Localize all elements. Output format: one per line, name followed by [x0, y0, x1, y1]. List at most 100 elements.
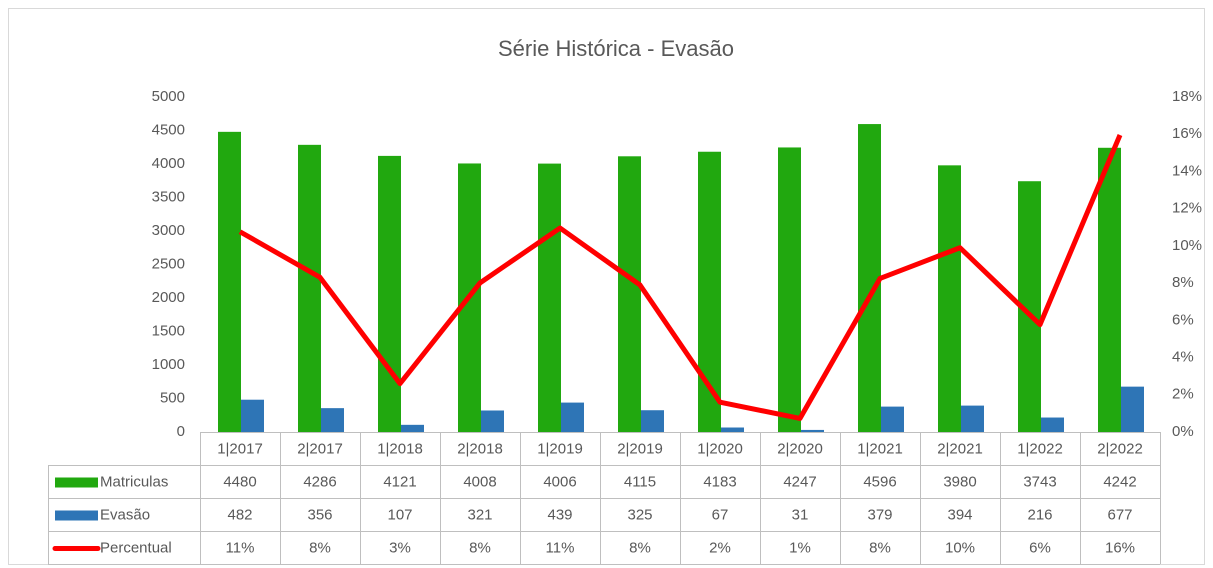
table-cell: 11% — [546, 539, 575, 556]
table-cell: 3% — [389, 539, 411, 556]
y-tick-label: 500 — [160, 389, 185, 406]
table-cell: 8% — [309, 539, 331, 556]
y2-tick-label: 16% — [1172, 125, 1202, 142]
x-tick-label: 1|2020 — [697, 440, 743, 457]
legend-key — [55, 477, 98, 488]
table-cell: 325 — [627, 506, 652, 523]
bar — [858, 124, 881, 433]
table-cell: 439 — [547, 506, 572, 523]
y-tick-label: 2000 — [152, 289, 185, 306]
y2-tick-label: 14% — [1172, 162, 1202, 179]
y2-tick-label: 0% — [1172, 423, 1194, 440]
table-cell: 3743 — [1023, 473, 1056, 490]
legend-label: Evasão — [100, 506, 150, 523]
table-cell: 10% — [945, 539, 975, 556]
y-tick-label: 5000 — [152, 88, 185, 105]
x-tick-label: 1|2019 — [537, 440, 583, 457]
x-tick-label: 2|2019 — [617, 440, 663, 457]
bar — [778, 147, 801, 433]
table-cell: 4247 — [783, 473, 816, 490]
legend-key — [55, 510, 98, 521]
chart-frame — [8, 8, 1205, 565]
bar — [481, 410, 504, 432]
table-cell: 11% — [226, 539, 255, 556]
table-cell: 6% — [1029, 539, 1051, 556]
y-tick-label: 1500 — [152, 322, 185, 339]
y2-tick-label: 12% — [1172, 200, 1202, 217]
x-tick-label: 2|2018 — [457, 440, 503, 457]
bar — [881, 406, 904, 432]
bar — [961, 405, 984, 432]
y2-tick-label: 8% — [1172, 274, 1194, 291]
table-cell: 67 — [712, 506, 729, 523]
y2-tick-label: 10% — [1172, 237, 1202, 254]
x-tick-label: 2|2017 — [297, 440, 343, 457]
legend-label: Percentual — [100, 539, 172, 556]
chart-title: Série Histórica - Evasão — [498, 36, 734, 61]
bar — [298, 144, 321, 432]
x-tick-label: 2|2020 — [777, 440, 823, 457]
y-tick-label: 3000 — [152, 222, 185, 239]
y-tick-label: 0 — [177, 423, 185, 440]
table-cell: 1% — [789, 539, 811, 556]
table-cell: 394 — [947, 506, 972, 523]
table-cell: 8% — [629, 539, 651, 556]
table-cell: 8% — [469, 539, 491, 556]
table-cell: 2% — [709, 539, 731, 556]
table-cell: 16% — [1105, 539, 1135, 556]
y-tick-label: 1000 — [152, 356, 185, 373]
table-cell: 321 — [467, 506, 492, 523]
y2-tick-label: 4% — [1172, 349, 1194, 366]
bar — [218, 131, 241, 432]
table-cell: 4596 — [863, 473, 896, 490]
table-cell: 677 — [1107, 506, 1132, 523]
y2-tick-label: 6% — [1172, 311, 1194, 328]
bar — [241, 399, 264, 432]
table-cell: 4115 — [624, 473, 656, 490]
table-cell: 3980 — [943, 473, 976, 490]
bar — [618, 156, 641, 433]
bar — [538, 163, 561, 432]
y2-tick-label: 2% — [1172, 386, 1194, 403]
table-cell: 482 — [227, 506, 252, 523]
x-tick-label: 2|2022 — [1097, 440, 1143, 457]
legend-label: Matriculas — [100, 473, 168, 490]
y-tick-label: 4000 — [152, 155, 185, 172]
bar — [561, 402, 584, 432]
bar — [1041, 417, 1064, 432]
bar — [321, 408, 344, 432]
table-cell: 216 — [1027, 506, 1052, 523]
table-cell: 4286 — [303, 473, 336, 490]
x-tick-label: 1|2021 — [857, 440, 903, 457]
bar — [641, 410, 664, 432]
bar — [698, 151, 721, 432]
x-tick-label: 1|2022 — [1017, 440, 1063, 457]
table-cell: 379 — [867, 506, 892, 523]
bar — [1018, 181, 1041, 432]
x-tick-label: 1|2018 — [377, 440, 423, 457]
y2-tick-label: 18% — [1172, 88, 1202, 105]
bar — [1098, 147, 1121, 432]
table-cell: 107 — [387, 506, 412, 523]
bar — [938, 165, 961, 432]
bar — [378, 155, 401, 432]
bar — [801, 429, 824, 432]
bar — [721, 427, 744, 432]
y-tick-label: 3500 — [152, 188, 185, 205]
y-tick-label: 2500 — [152, 255, 185, 272]
table-cell: 4008 — [463, 473, 496, 490]
bar — [401, 424, 424, 432]
table-cell: 356 — [307, 506, 332, 523]
table-cell: 31 — [792, 506, 809, 523]
table-cell: 4480 — [223, 473, 256, 490]
table-cell: 8% — [869, 539, 891, 556]
x-tick-label: 1|2017 — [217, 440, 263, 457]
line-series — [238, 133, 1123, 421]
bar — [1121, 386, 1144, 432]
table-cell: 4121 — [383, 473, 416, 490]
table-cell: 4183 — [703, 473, 736, 490]
table-cell: 4006 — [543, 473, 576, 490]
table-cell: 4242 — [1103, 473, 1136, 490]
y-tick-label: 4500 — [152, 121, 185, 138]
